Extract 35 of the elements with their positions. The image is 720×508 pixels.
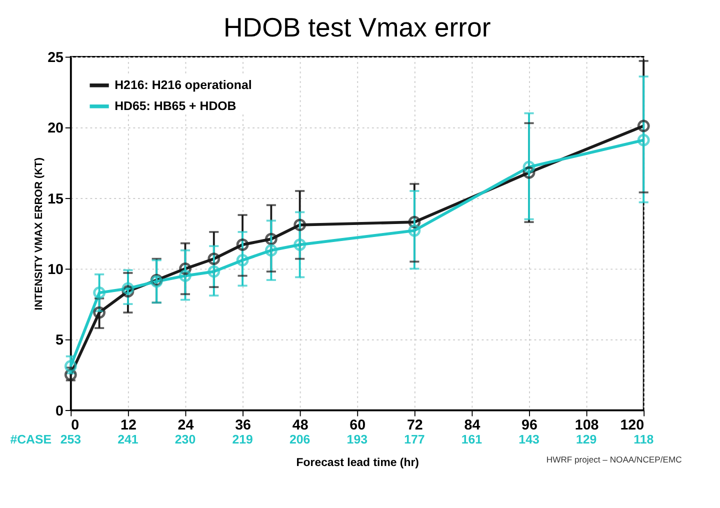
x-tick-label: 120	[620, 418, 644, 434]
text: 219	[232, 432, 253, 446]
x-tick-label: 36	[235, 418, 252, 434]
x-tick-label: 72	[406, 418, 423, 434]
chart-title: HDOB test Vmax error	[224, 12, 491, 43]
text: 253	[60, 432, 82, 446]
x-tick-label: 24	[178, 418, 194, 434]
x-axis-title: Forecast lead time (hr)	[296, 456, 420, 469]
x-tick-label: 84	[464, 418, 480, 434]
y-axis-title: INTENSITY VMAX ERROR (KT)	[32, 158, 45, 310]
x-tick-label: 48	[292, 418, 308, 434]
x-tick-label: 96	[522, 418, 538, 434]
y-tick-label: 0	[56, 403, 64, 420]
text: 118	[634, 432, 654, 446]
text: 230	[174, 432, 196, 446]
x-tick-label: 0	[71, 418, 80, 434]
text: 129	[576, 432, 597, 446]
text: 206	[289, 432, 310, 446]
text: HWRF project – NOAA/NCEP/EMC	[546, 454, 682, 465]
x-tick-label: 60	[350, 418, 366, 434]
text: 161	[461, 432, 482, 446]
legend-label: HD65: HB65 + HDOB	[114, 99, 236, 114]
y-tick-label: 10	[48, 262, 64, 278]
text: 241	[118, 432, 138, 446]
x-tick-label: 108	[574, 418, 599, 434]
y-tick-label: 15	[48, 191, 64, 208]
text: 143	[518, 432, 540, 446]
x-tick-label: 12	[120, 418, 136, 434]
y-tick-label: 20	[48, 120, 64, 137]
text: 193	[346, 432, 368, 446]
text: #CASE	[10, 432, 52, 446]
y-tick-label: 5	[56, 332, 64, 349]
text: 177	[404, 432, 425, 446]
y-tick-label: 25	[48, 50, 64, 66]
legend-label: H216: H216 operational	[114, 78, 252, 92]
